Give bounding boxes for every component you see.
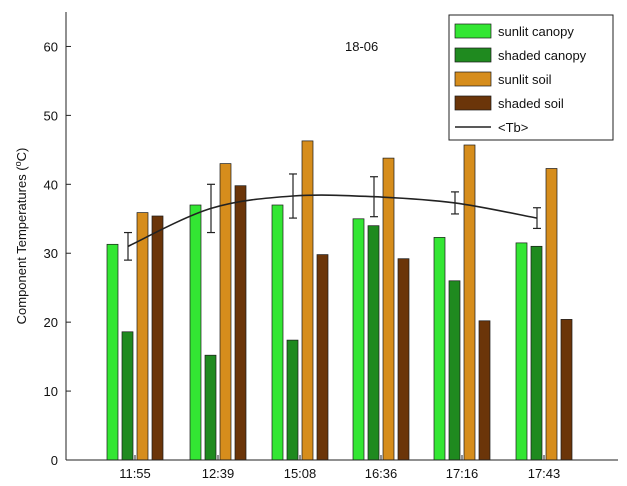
bar-shaded-canopy-16:36 — [367, 225, 380, 461]
bar-sunlit-soil-16:36 — [382, 157, 395, 461]
bar-sunlit-soil-11:55 — [136, 212, 149, 461]
y-tick-label-20: 20 — [44, 315, 58, 330]
y-axis-label: Component Temperatures (oC) — [13, 148, 29, 325]
bar-sunlit-soil-17:16 — [463, 144, 476, 461]
legend-swatch-sunlit-soil — [454, 71, 492, 87]
y-tick-label-40: 40 — [44, 177, 58, 192]
bar-shaded-soil-17:43 — [560, 319, 573, 461]
legend-label-sunlit-canopy: sunlit canopy — [498, 24, 574, 39]
legend-label-shaded-canopy: shaded canopy — [498, 48, 587, 63]
degree-superscript: o — [13, 161, 23, 166]
axes-layer: 0 10 20 30 40 50 60 11:55 12:39 15:08 16:36 17:16 17… — [44, 12, 618, 481]
bar-shaded-canopy-15:08 — [286, 339, 299, 461]
bar-shaded-canopy-17:16 — [448, 280, 461, 461]
bar-sunlit-soil-15:08 — [301, 140, 314, 461]
legend-swatch-sunlit-canopy — [454, 23, 492, 39]
bar-sunlit-canopy-16:36 — [352, 218, 365, 461]
bar-sunlit-canopy-15:08 — [271, 204, 284, 461]
y-tick-label-10: 10 — [44, 384, 58, 399]
tb-line — [127, 194, 538, 248]
bar-sunlit-canopy-17:16 — [433, 237, 446, 461]
y-tick-label-60: 60 — [44, 39, 58, 54]
legend-swatch-shaded-canopy — [454, 47, 492, 63]
y-tick-label-0: 0 — [51, 453, 58, 468]
tb-error-bar-12:39 — [207, 183, 215, 234]
bar-shaded-soil-12:39 — [234, 185, 247, 461]
celsius-unit: C) — [14, 148, 29, 162]
y-tick-label-30: 30 — [44, 246, 58, 261]
bar-shaded-soil-15:08 — [316, 254, 329, 461]
tb-error-bar-16:36 — [370, 176, 378, 218]
legend-label-sunlit-soil: sunlit soil — [498, 72, 552, 87]
y-tick-label-50: 50 — [44, 108, 58, 123]
bar-sunlit-canopy-12:39 — [189, 204, 202, 461]
tb-error-bar-11:55 — [124, 231, 132, 261]
x-tick-label-16:36: 16:36 — [365, 466, 398, 481]
tb-error-bar-15:08 — [289, 173, 297, 219]
legend-label-shaded-soil: shaded soil — [498, 96, 564, 111]
bar-sunlit-canopy-11:55 — [106, 243, 119, 461]
x-tick-label-17:43: 17:43 — [528, 466, 561, 481]
bar-sunlit-soil-17:43 — [545, 168, 558, 461]
bar-shaded-canopy-11:55 — [121, 331, 134, 461]
bar-sunlit-canopy-17:43 — [515, 242, 528, 461]
bar-shaded-soil-16:36 — [397, 258, 410, 461]
bar-sunlit-soil-12:39 — [219, 163, 232, 461]
x-tick-label-17:16: 17:16 — [446, 466, 479, 481]
bar-shaded-canopy-17:43 — [530, 245, 543, 461]
bars-layer — [106, 140, 573, 461]
legend-label-tb: <Tb> — [498, 120, 528, 135]
bar-shaded-canopy-12:39 — [204, 354, 217, 461]
x-tick-label-12:39: 12:39 — [202, 466, 235, 481]
annotation-date: 18-06 — [345, 39, 378, 54]
legend-swatch-shaded-soil — [454, 95, 492, 111]
x-tick-label-11:55: 11:55 — [119, 466, 151, 481]
legend: sunlit canopy shaded canopy sunlit soil sha… — [448, 14, 614, 141]
tb-line-layer — [124, 173, 541, 261]
x-tick-label-15:08: 15:08 — [284, 466, 317, 481]
bar-shaded-soil-17:16 — [478, 320, 491, 461]
tb-error-bar-17:43 — [533, 207, 541, 230]
bar-shaded-soil-11:55 — [151, 215, 164, 461]
tb-error-bar-17:16 — [451, 191, 459, 215]
